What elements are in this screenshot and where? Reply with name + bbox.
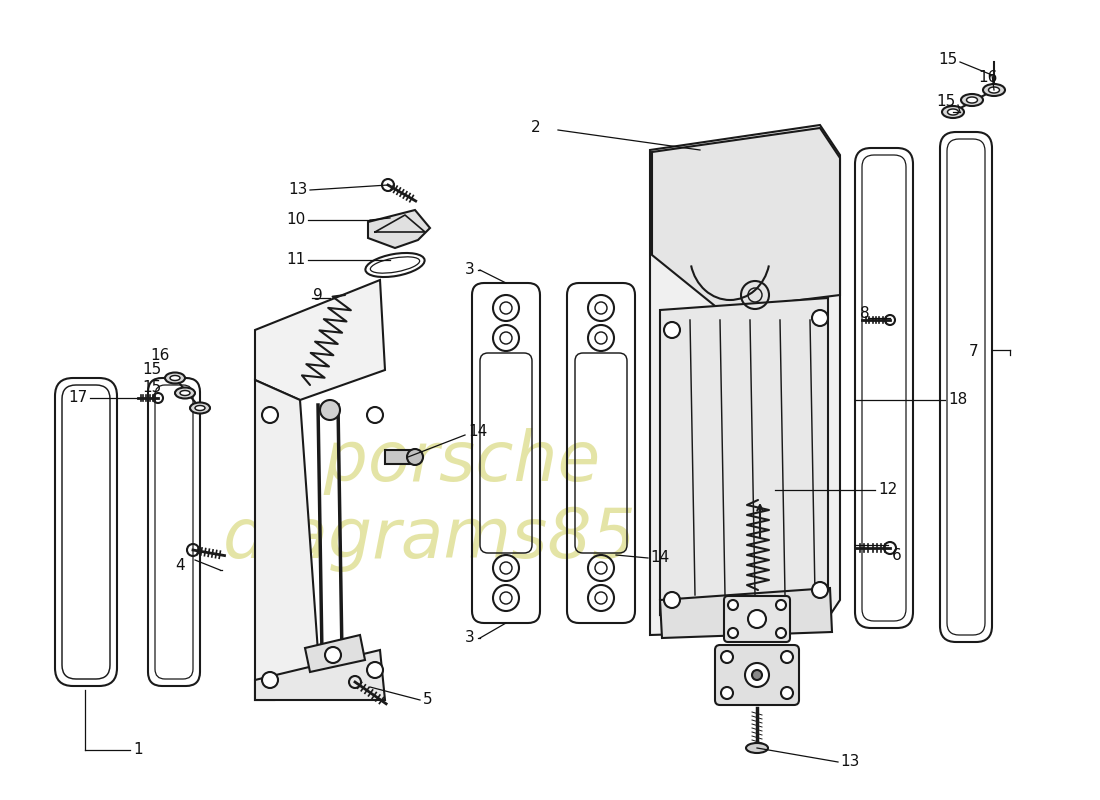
Text: 5: 5	[424, 693, 432, 707]
Circle shape	[728, 628, 738, 638]
Text: 18: 18	[948, 393, 967, 407]
Polygon shape	[660, 588, 832, 638]
Ellipse shape	[983, 84, 1005, 96]
Text: 16: 16	[978, 70, 998, 86]
Circle shape	[812, 582, 828, 598]
Text: 13: 13	[840, 754, 859, 770]
Polygon shape	[650, 125, 840, 635]
Ellipse shape	[175, 387, 195, 398]
Circle shape	[320, 400, 340, 420]
Circle shape	[752, 670, 762, 680]
Text: 4: 4	[175, 558, 185, 573]
Polygon shape	[368, 210, 430, 248]
Polygon shape	[255, 380, 320, 700]
Circle shape	[720, 687, 733, 699]
Circle shape	[262, 672, 278, 688]
Circle shape	[781, 651, 793, 663]
Text: a porsche
diagrams85: a porsche diagrams85	[223, 428, 637, 572]
Ellipse shape	[967, 97, 978, 103]
Circle shape	[748, 610, 766, 628]
Circle shape	[407, 449, 424, 465]
Polygon shape	[305, 635, 365, 672]
Ellipse shape	[180, 390, 190, 395]
Ellipse shape	[961, 94, 983, 106]
Circle shape	[776, 628, 786, 638]
Polygon shape	[660, 298, 828, 615]
Circle shape	[664, 322, 680, 338]
Text: 11: 11	[287, 253, 306, 267]
Polygon shape	[255, 650, 385, 700]
Text: 7: 7	[968, 345, 978, 359]
Text: 16: 16	[151, 347, 170, 362]
Ellipse shape	[165, 373, 185, 383]
Ellipse shape	[195, 406, 205, 410]
Ellipse shape	[746, 743, 768, 753]
Polygon shape	[255, 280, 385, 400]
Text: 15: 15	[938, 53, 958, 67]
Ellipse shape	[170, 375, 180, 381]
Ellipse shape	[942, 106, 964, 118]
Text: 15: 15	[937, 94, 956, 110]
Text: 3: 3	[465, 630, 475, 646]
Text: 1: 1	[133, 742, 143, 758]
Ellipse shape	[947, 109, 958, 115]
Circle shape	[324, 647, 341, 663]
FancyBboxPatch shape	[715, 645, 799, 705]
Text: 3: 3	[465, 262, 475, 278]
Text: 14: 14	[468, 425, 487, 439]
Text: 6: 6	[892, 547, 902, 562]
Ellipse shape	[190, 402, 210, 414]
Circle shape	[367, 662, 383, 678]
Text: 10: 10	[287, 213, 306, 227]
Text: 15: 15	[143, 362, 162, 378]
Circle shape	[720, 651, 733, 663]
Ellipse shape	[989, 87, 1000, 93]
Text: 14: 14	[650, 550, 669, 566]
Polygon shape	[652, 128, 840, 310]
Circle shape	[367, 407, 383, 423]
Circle shape	[776, 600, 786, 610]
Circle shape	[262, 407, 278, 423]
Circle shape	[745, 663, 769, 687]
Circle shape	[781, 687, 793, 699]
Text: 2: 2	[530, 121, 540, 135]
Text: 9: 9	[314, 287, 322, 302]
Text: 15: 15	[143, 381, 162, 395]
Circle shape	[664, 592, 680, 608]
Text: 8: 8	[860, 306, 870, 321]
Circle shape	[728, 600, 738, 610]
Text: 13: 13	[288, 182, 308, 198]
Text: 17: 17	[68, 390, 88, 406]
FancyBboxPatch shape	[724, 596, 790, 642]
Text: 12: 12	[878, 482, 898, 498]
Bar	[385, 450, 415, 464]
Circle shape	[812, 310, 828, 326]
